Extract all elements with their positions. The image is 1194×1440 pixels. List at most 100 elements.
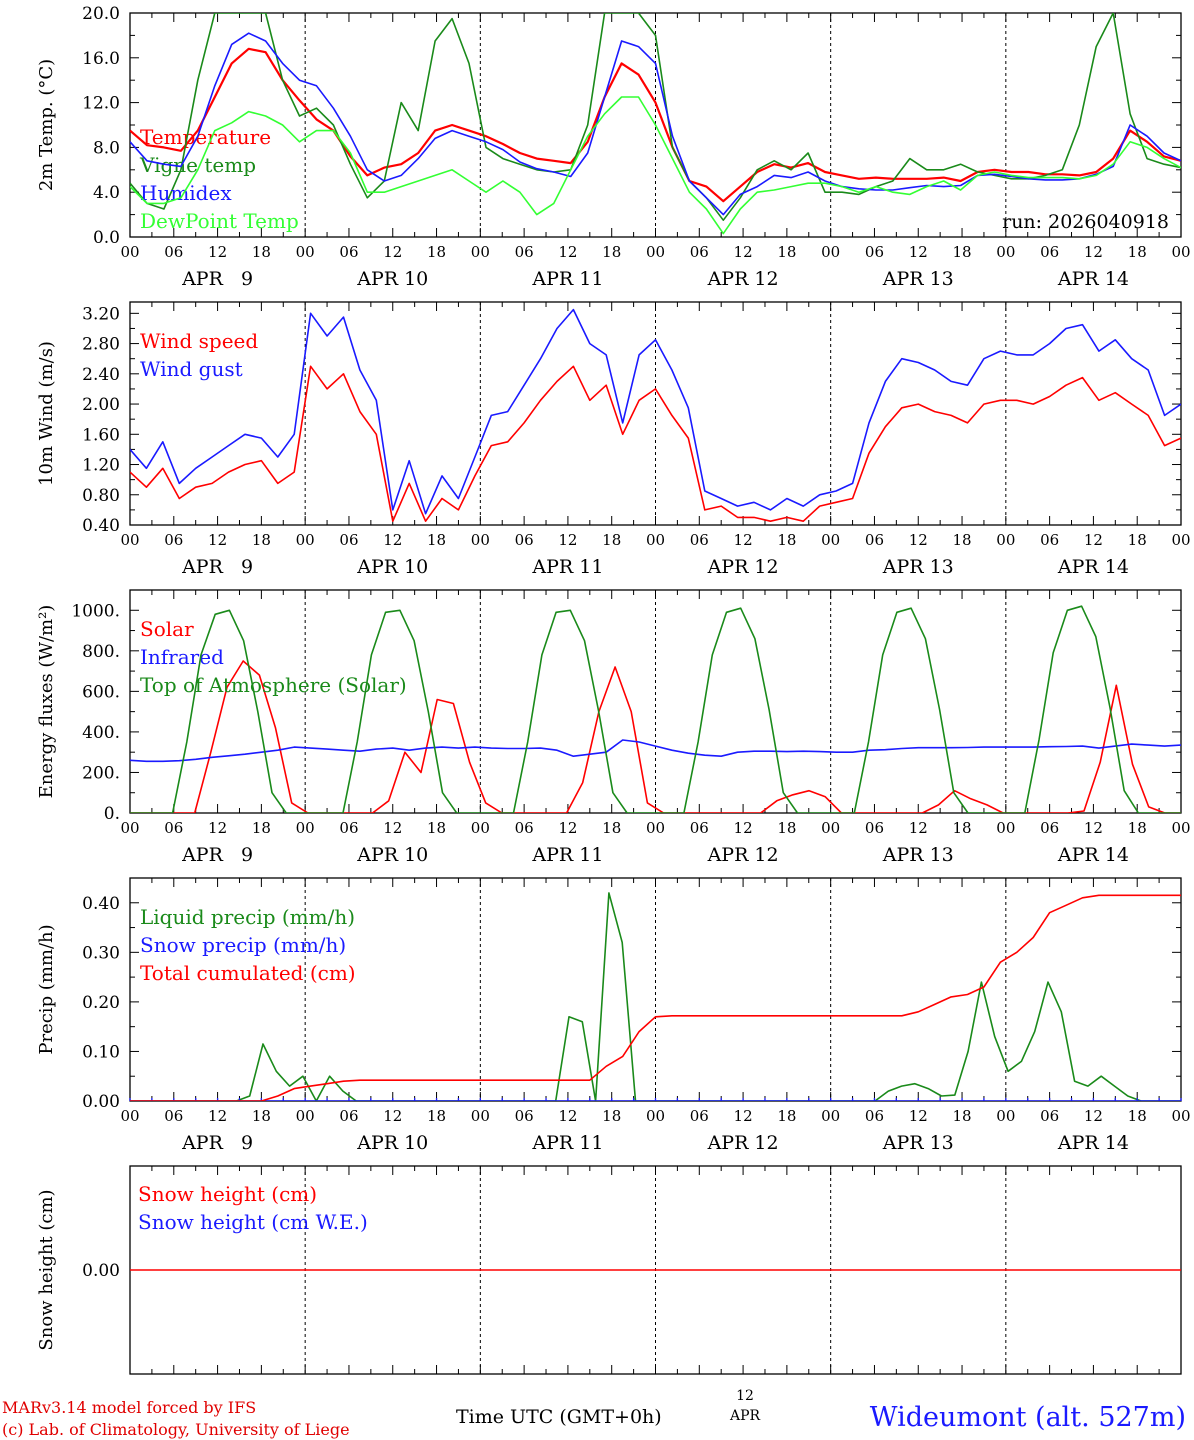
- energy-hour-label: 00: [120, 819, 139, 837]
- precip-hour-label: 00: [296, 1107, 315, 1125]
- temperature-hour-label: 00: [471, 243, 490, 261]
- wind-ytick-label: 0.80: [82, 486, 120, 506]
- wind-legend-item: Wind speed: [140, 329, 258, 353]
- wind-day-label: APR 11: [531, 556, 603, 578]
- energy-hour-label: 18: [777, 819, 796, 837]
- energy-hour-label: 06: [164, 819, 183, 837]
- energy-hour-label: 00: [296, 819, 315, 837]
- precip-hour-label: 00: [120, 1107, 139, 1125]
- temperature-day-label: APR 10: [356, 268, 428, 290]
- energy-hour-label: 18: [252, 819, 271, 837]
- temperature-hour-label: 18: [777, 243, 796, 261]
- wind-hour-label: 18: [1128, 531, 1147, 549]
- energy-hour-label: 00: [996, 819, 1015, 837]
- energy-day-label: APR 10: [356, 844, 428, 866]
- wind-hour-label: 00: [821, 531, 840, 549]
- precip-series-total-cumulated-cm-: [130, 894, 1181, 1101]
- wind-day-label: APR 9: [181, 556, 253, 578]
- temperature-day-label: APR 11: [531, 268, 603, 290]
- temperature-series-temperature: [130, 47, 1181, 203]
- precip-hour-label: 18: [427, 1107, 446, 1125]
- precip-day-label: APR 11: [531, 1132, 603, 1154]
- wind-hour-label: 12: [1084, 531, 1103, 549]
- wind-hour-label: 12: [383, 531, 402, 549]
- wind-hour-label: 06: [690, 531, 709, 549]
- precip-panel: 0.00 0.10 0.20 0.30 0.40 Precip (mm/h) 00 06 12 1…: [36, 877, 1191, 1154]
- temperature-ytick-label: 8.0: [93, 138, 120, 158]
- energy-series-solar: [130, 660, 1181, 813]
- wind-hour-label: 00: [1171, 531, 1190, 549]
- precip-day-label: APR 10: [356, 1132, 428, 1154]
- energy-ytick-label: 600.: [82, 682, 120, 702]
- wind-hour-label: 00: [120, 531, 139, 549]
- wind-panel: 0.40 0.80 1.20 1.60 2.00 2.40 2.80 3.20 10m Wind…: [36, 301, 1191, 578]
- wind-day-label: APR 12: [707, 556, 779, 578]
- temperature-hour-label: 06: [1040, 243, 1059, 261]
- temperature-run-annotation: run: 2026040918: [1002, 211, 1169, 233]
- wind-ytick-label: 1.60: [82, 425, 120, 445]
- precip-hour-label: 06: [690, 1107, 709, 1125]
- wind-hour-label: 00: [471, 531, 490, 549]
- model-credit: MARv3.14 model forced by IFS: [2, 1398, 257, 1417]
- temperature-ylabel: 2m Temp. (°C): [36, 59, 57, 191]
- precip-hour-label: 06: [515, 1107, 534, 1125]
- temperature-hour-label: 18: [1128, 243, 1147, 261]
- precip-day-label: APR 9: [181, 1132, 253, 1154]
- wind-day-label: APR 10: [356, 556, 428, 578]
- temperature-day-label: APR 14: [1057, 268, 1129, 290]
- temperature-hour-label: 06: [164, 243, 183, 261]
- temperature-hour-label: 12: [734, 243, 753, 261]
- temperature-series-humidex: [130, 32, 1181, 216]
- wind-legend-item: Wind gust: [140, 357, 243, 381]
- precip-hour-label: 06: [1040, 1107, 1059, 1125]
- wind-day-label: APR 14: [1057, 556, 1129, 578]
- temperature-hour-label: 00: [120, 243, 139, 261]
- precip-hour-label: 12: [909, 1107, 928, 1125]
- energy-hour-label: 00: [471, 819, 490, 837]
- precip-ytick-label: 0.00: [82, 1092, 120, 1112]
- precip-hour-label: 12: [383, 1107, 402, 1125]
- energy-hour-label: 00: [646, 819, 665, 837]
- temperature-hour-label: 18: [252, 243, 271, 261]
- precip-hour-label: 06: [339, 1107, 358, 1125]
- precip-series-liquid-precip-mm-h-: [130, 892, 1181, 1101]
- temperature-hour-label: 18: [952, 243, 971, 261]
- wind-ytick-label: 3.20: [82, 304, 120, 324]
- temperature-hour-label: 12: [208, 243, 227, 261]
- energy-legend-item: Infrared: [140, 645, 224, 669]
- precip-ytick-label: 0.40: [82, 894, 120, 914]
- energy-hour-label: 12: [734, 819, 753, 837]
- energy-ytick-label: 800.: [82, 642, 120, 662]
- temperature-hour-label: 06: [515, 243, 534, 261]
- precip-hour-label: 00: [646, 1107, 665, 1125]
- energy-day-label: APR 9: [181, 844, 253, 866]
- temperature-hour-label: 18: [427, 243, 446, 261]
- energy-hour-label: 12: [558, 819, 577, 837]
- precip-day-label: APR 13: [882, 1132, 954, 1154]
- precip-ytick-label: 0.10: [82, 1042, 120, 1062]
- snow-ytick-label: 0.00: [82, 1261, 120, 1281]
- temperature-legend-item: Vigne temp: [139, 153, 256, 177]
- energy-day-label: APR 11: [531, 844, 603, 866]
- temperature-ytick-label: 0.0: [93, 228, 120, 248]
- wind-hour-label: 18: [602, 531, 621, 549]
- temperature-hour-label: 12: [383, 243, 402, 261]
- wind-day-label: APR 13: [882, 556, 954, 578]
- precip-day-label: APR 12: [707, 1132, 779, 1154]
- temperature-hour-label: 06: [690, 243, 709, 261]
- energy-hour-label: 12: [1084, 819, 1103, 837]
- precip-hour-label: 00: [1171, 1107, 1190, 1125]
- energy-hour-label: 06: [1040, 819, 1059, 837]
- wind-hour-label: 06: [515, 531, 534, 549]
- precip-ylabel: Precip (mm/h): [36, 924, 57, 1054]
- precip-ytick-label: 0.20: [82, 993, 120, 1013]
- energy-hour-label: 12: [208, 819, 227, 837]
- wind-frame: [129, 301, 1182, 526]
- wind-ytick-label: 2.40: [82, 365, 120, 385]
- temperature-hour-label: 00: [1171, 243, 1190, 261]
- wind-ytick-label: 0.40: [82, 516, 120, 536]
- wind-hour-label: 12: [558, 531, 577, 549]
- energy-frame: [129, 589, 1182, 814]
- x-axis-title: Time UTC (GMT+0h): [456, 1406, 662, 1428]
- temperature-ytick-label: 12.0: [82, 94, 120, 114]
